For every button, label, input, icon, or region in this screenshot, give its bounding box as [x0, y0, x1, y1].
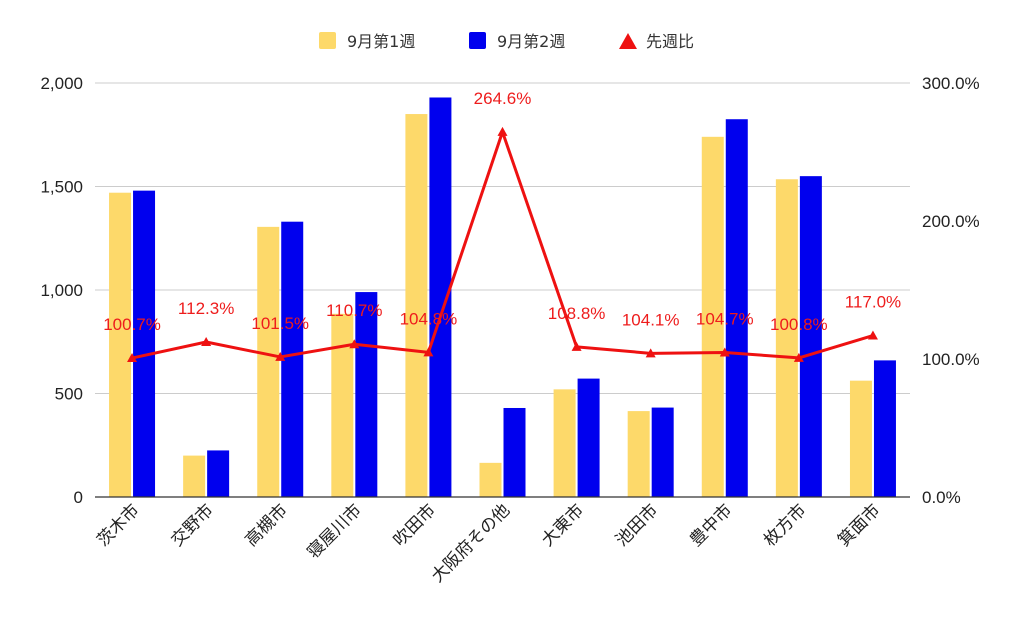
y-left-tick-label: 1,500	[40, 178, 83, 197]
y-left-tick-label: 1,000	[40, 281, 83, 300]
ratio-line	[131, 130, 874, 360]
bar-week2	[503, 407, 526, 497]
ratio-point-triangle	[719, 347, 730, 357]
bar-week1	[331, 313, 354, 497]
legend-swatch-week2	[469, 32, 486, 49]
x-category-label: 枚方市	[760, 500, 810, 550]
legend-swatch-week1	[319, 32, 336, 49]
ratio-point-triangle	[645, 348, 656, 358]
ratio-data-label: 264.6%	[474, 89, 532, 108]
bar-week1	[479, 462, 502, 497]
bar-week2	[651, 407, 674, 497]
bar-week1	[553, 389, 576, 497]
x-category-label: 交野市	[167, 500, 217, 550]
y-right-tick-label: 200.0%	[922, 212, 980, 231]
bar-week1	[627, 411, 650, 497]
bar-week2	[355, 292, 378, 497]
x-category-label: 寝屋川市	[303, 500, 366, 563]
bar-series	[109, 97, 896, 498]
ratio-point-triangle	[201, 337, 212, 347]
bar-week1	[257, 226, 280, 498]
ratio-point-triangle	[571, 341, 582, 351]
ratio-data-label: 110.7%	[326, 301, 382, 320]
bar-week2	[799, 176, 822, 497]
bar-week2	[207, 450, 230, 497]
x-category-label: 大東市	[538, 500, 588, 550]
x-category-label: 池田市	[612, 500, 662, 550]
y-right-tick-label: 0.0%	[922, 488, 961, 507]
legend-label-ratio[interactable]: 先週比	[646, 32, 694, 51]
gridlines	[95, 82, 910, 394]
legend-triangle-icon	[619, 33, 637, 49]
ratio-data-label: 104.8%	[400, 309, 458, 328]
y-left-tick-label: 2,000	[40, 74, 83, 93]
bar-week2	[873, 360, 896, 497]
bar-week1	[109, 192, 132, 497]
ratio-line-series	[127, 126, 878, 363]
ratio-point-triangle	[423, 347, 434, 357]
bar-week2	[281, 221, 304, 497]
legend: 9月第1週 9月第2週 先週比	[319, 32, 694, 51]
bar-week2	[429, 97, 452, 498]
ratio-point-triangle	[867, 330, 878, 340]
x-category-label: 高槻市	[242, 500, 292, 550]
ratio-point-triangle	[127, 353, 138, 363]
x-category-label: 箕面市	[834, 500, 884, 550]
bar-week1	[405, 114, 428, 498]
bar-week1	[849, 380, 872, 497]
ratio-point-triangle	[275, 351, 286, 361]
ratio-data-label: 101.5%	[251, 314, 309, 333]
ratio-data-label: 100.8%	[770, 315, 828, 334]
bar-week2	[725, 119, 748, 497]
x-category-label: 大阪府その他	[428, 500, 514, 586]
bar-week2	[133, 190, 156, 497]
x-category-label: 豊中市	[686, 500, 736, 550]
bar-week1	[775, 179, 798, 497]
legend-label-week1[interactable]: 9月第1週	[347, 32, 415, 51]
x-category-label: 吹田市	[390, 500, 440, 550]
bar-week2	[577, 378, 600, 497]
ratio-data-label: 112.3%	[178, 299, 234, 318]
y-left-tick-label: 500	[55, 385, 83, 404]
ratio-point-triangle	[497, 126, 508, 136]
ratio-data-label: 108.8%	[548, 304, 606, 323]
ratio-data-label: 104.1%	[622, 310, 680, 329]
bar-week1	[183, 455, 206, 497]
ratio-point-triangle	[793, 352, 804, 362]
legend-label-week2[interactable]: 9月第2週	[497, 32, 565, 51]
y-right-tick-label: 100.0%	[922, 350, 980, 369]
bar-week1	[701, 136, 724, 497]
ratio-data-label: 100.7%	[103, 315, 161, 334]
y-right-tick-label: 300.0%	[922, 74, 980, 93]
ratio-data-label: 104.7%	[696, 310, 754, 329]
ratio-point-triangle	[349, 339, 360, 349]
y-left-tick-label: 0	[74, 488, 83, 507]
x-category-label: 茨木市	[93, 500, 143, 550]
ratio-data-label: 117.0%	[845, 293, 901, 312]
data-labels: 100.7% 112.3% 101.5% 110.7% 104.8% 264.6% 108.…	[103, 89, 901, 334]
